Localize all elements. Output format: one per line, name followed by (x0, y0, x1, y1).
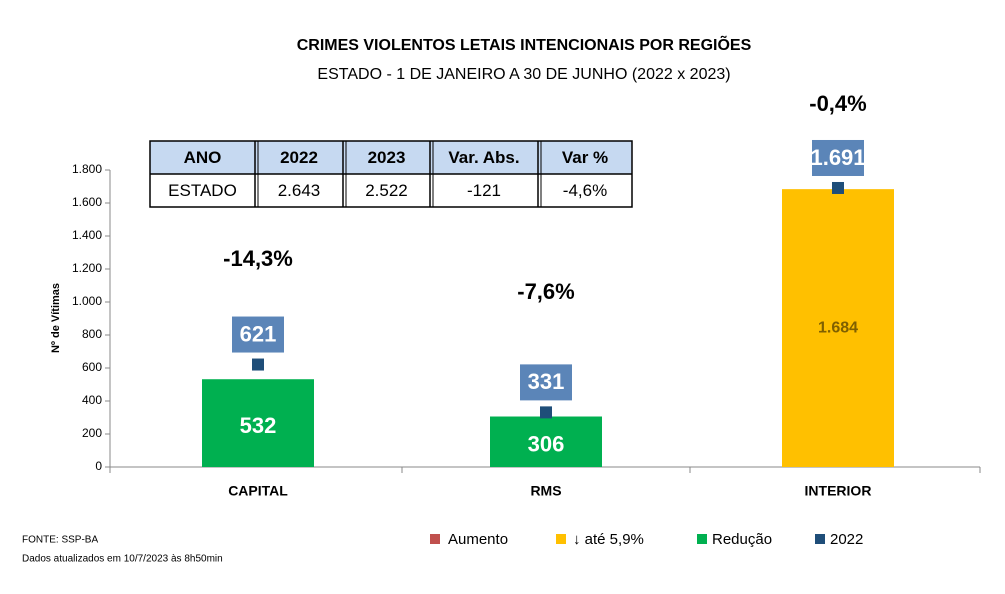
legend-swatch (697, 534, 707, 544)
value-label: 1.691 (810, 145, 865, 170)
y-tick-label: 0 (95, 459, 102, 473)
x-tick-label: RMS (530, 483, 561, 499)
y-tick-label: 600 (82, 360, 102, 374)
y-tick-label: 1.800 (72, 162, 102, 176)
value-label: 621 (240, 321, 277, 346)
y-axis-label: Nº de Vítimas (50, 283, 62, 353)
chart-subtitle: ESTADO - 1 DE JANEIRO A 30 DE JUNHO (202… (317, 66, 730, 83)
legend-label: Redução (712, 531, 772, 548)
table-header: Var % (562, 148, 608, 167)
x-tick-label: INTERIOR (805, 483, 872, 499)
table-header: ANO (184, 148, 222, 167)
table-cell: 2.643 (278, 181, 321, 200)
value-label-box (520, 364, 572, 401)
x-tick-label: CAPITAL (228, 483, 288, 499)
value-label: 532 (240, 413, 277, 438)
note: Dados atualizados em 10/7/2023 às 8h50mi… (22, 554, 223, 565)
y-tick-label: 400 (82, 393, 102, 407)
table-cell: -4,6% (563, 181, 607, 200)
y-tick-label: 1.000 (72, 294, 102, 308)
source: FONTE: SSP-BA (22, 535, 98, 546)
legend-label: ↓ até 5,9% (573, 531, 644, 548)
bar (202, 379, 314, 467)
table-cell: -121 (467, 181, 501, 200)
value-label: 306 (528, 432, 565, 457)
table-cell: ESTADO (168, 181, 237, 200)
chart-title: CRIMES VIOLENTOS LETAIS INTENCIONAIS POR… (297, 34, 752, 54)
marker-2022 (832, 181, 844, 194)
value-label: 331 (528, 369, 565, 394)
table-header: Var. Abs. (448, 148, 519, 167)
value-label: 1.684 (818, 319, 858, 336)
legend-swatch (815, 534, 825, 544)
y-tick-label: 1.600 (72, 195, 102, 209)
table-cell: 2.522 (365, 181, 408, 200)
variation-label: -0,4% (809, 91, 866, 116)
table-header: 2023 (368, 148, 406, 167)
y-tick-label: 1.400 (72, 228, 102, 242)
marker-2022 (540, 406, 552, 419)
y-tick-label: 200 (82, 426, 102, 440)
bar (490, 416, 602, 467)
y-tick-label: 800 (82, 327, 102, 341)
variation-label: -7,6% (517, 279, 574, 304)
value-label-box (812, 139, 864, 176)
legend-swatch (430, 534, 440, 544)
value-label-box (232, 316, 284, 353)
legend-swatch (556, 534, 566, 544)
table-header: 2022 (280, 148, 318, 167)
table-header-bg (150, 141, 632, 174)
bar (782, 189, 894, 467)
legend-label: 2022 (830, 531, 863, 548)
marker-2022 (252, 358, 264, 371)
y-tick-label: 1.200 (72, 261, 102, 275)
legend-label: Aumento (448, 531, 508, 548)
variation-label: -14,3% (223, 246, 293, 271)
